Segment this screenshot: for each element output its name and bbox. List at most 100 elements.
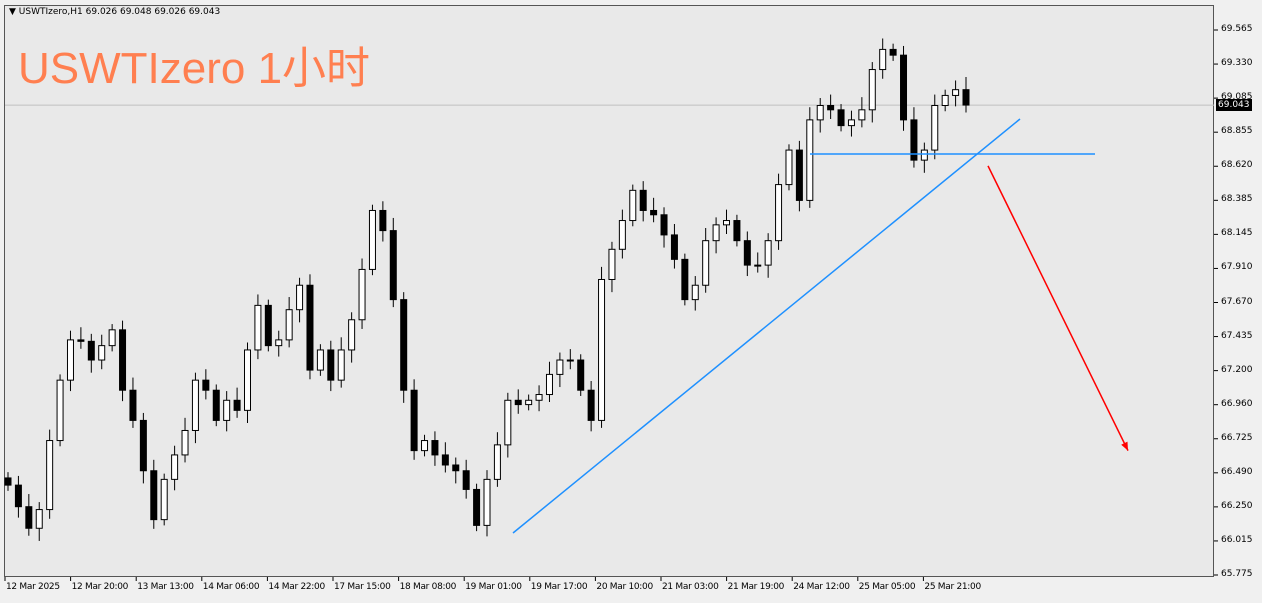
candle-body — [327, 349, 335, 381]
candle-body — [525, 399, 533, 406]
candle-body — [723, 220, 730, 226]
candle-body — [775, 184, 783, 242]
price-tick-label: 67.200 — [1221, 364, 1253, 375]
candle-body — [691, 284, 699, 301]
price-tick-label: 69.330 — [1221, 58, 1253, 69]
candle-body — [348, 319, 356, 351]
price-tick-label: 67.910 — [1221, 262, 1253, 273]
candle-body — [244, 349, 251, 411]
candle-body — [4, 477, 12, 486]
price-tick-label: 68.620 — [1221, 160, 1253, 171]
candle-body — [171, 454, 179, 480]
candle-body — [223, 399, 231, 421]
price-tick-label: 66.250 — [1221, 500, 1253, 511]
candle-body — [754, 264, 762, 267]
dropdown-triangle-icon[interactable]: ▼ — [9, 7, 19, 17]
candle-body — [952, 89, 960, 96]
candle-body — [306, 284, 314, 371]
candle-body — [660, 214, 668, 236]
candle-body — [473, 488, 481, 526]
candle-body — [858, 109, 866, 121]
price-tick-label: 65.775 — [1221, 569, 1253, 579]
candle-body — [545, 373, 553, 396]
candle-body — [483, 478, 491, 526]
candle-body — [577, 359, 585, 391]
price-tick-label: 66.960 — [1221, 398, 1253, 409]
candle-body — [87, 340, 95, 361]
candle-body — [25, 506, 33, 529]
candle-body — [900, 54, 908, 121]
candle-body — [827, 104, 835, 111]
time-tick-label: 25 Mar 21:00 — [924, 582, 981, 592]
candle-body — [566, 359, 574, 362]
candle-body — [139, 419, 147, 472]
candle-body — [421, 440, 429, 452]
time-tick-label: 25 Mar 05:00 — [858, 582, 916, 592]
candle-body — [452, 464, 460, 472]
time-tick-label: 24 Mar 12:00 — [793, 582, 850, 592]
candle-body — [941, 94, 949, 106]
candle-body — [66, 339, 74, 381]
time-tick-label: 20 Mar 10:00 — [596, 582, 653, 592]
price-tick-label: 66.015 — [1221, 534, 1253, 545]
price-tick-label: 67.435 — [1221, 330, 1253, 341]
symbol-info: ▼ USWTIzero,H1 69.026 69.048 69.026 69.0… — [9, 7, 221, 17]
candle-body — [77, 339, 85, 342]
candle-body — [785, 149, 793, 186]
price-tick-label: 66.490 — [1221, 466, 1253, 477]
candle-body — [702, 240, 710, 286]
time-tick-label: 14 Mar 22:00 — [268, 582, 325, 592]
time-tick-label: 18 Mar 08:00 — [399, 582, 457, 592]
chart-area[interactable] — [4, 5, 1214, 577]
arrow-head-icon — [1121, 441, 1128, 451]
candle-body — [389, 230, 397, 301]
price-tick-label: 69.565 — [1221, 24, 1253, 34]
candle-body — [254, 304, 262, 351]
candle-body — [535, 394, 543, 401]
candle-body — [556, 359, 564, 375]
candle-body — [837, 109, 845, 127]
price-tick-label: 68.855 — [1221, 126, 1253, 137]
candle-body — [35, 509, 43, 529]
time-tick-label: 12 Mar 2025 — [6, 582, 60, 592]
candle-body — [462, 470, 470, 490]
candle-body — [650, 209, 658, 216]
candle-body — [160, 478, 168, 521]
bid-price-label: 69.043 — [1216, 99, 1252, 111]
candle-body — [98, 345, 106, 361]
candle-body — [202, 379, 210, 391]
time-tick-label: 13 Mar 13:00 — [137, 582, 194, 592]
candle-body — [296, 284, 304, 311]
candle-body — [504, 399, 512, 446]
price-tick-label: 68.145 — [1221, 228, 1253, 239]
candle-body — [233, 399, 241, 411]
candle-body — [431, 440, 439, 456]
candle-body — [618, 220, 626, 250]
candle-body — [889, 48, 897, 56]
candle-body — [598, 278, 606, 421]
candle-body — [275, 339, 283, 347]
candle-body — [764, 240, 772, 266]
candle-body — [410, 389, 418, 452]
trendline — [512, 118, 1021, 534]
candle-body — [931, 104, 939, 151]
price-tick-label: 69.085 — [1221, 92, 1253, 103]
time-tick-label: 14 Mar 06:00 — [202, 582, 260, 592]
candle-body — [358, 268, 366, 321]
candle-body — [712, 224, 720, 242]
candle-body — [119, 329, 127, 391]
time-tick-label: 12 Mar 20:00 — [71, 582, 129, 592]
candle-body — [264, 304, 272, 347]
candle-body — [514, 399, 522, 406]
candle-body — [920, 149, 928, 161]
candle-body — [608, 248, 616, 280]
candle-body — [681, 258, 689, 301]
price-tick-label: 67.670 — [1221, 296, 1253, 307]
candle-body — [847, 119, 855, 127]
candle-body — [191, 379, 199, 431]
time-tick-label: 21 Mar 03:00 — [662, 582, 719, 592]
candle-body — [181, 429, 189, 456]
time-tick-label: 19 Mar 01:00 — [465, 582, 522, 592]
price-tick-label: 66.725 — [1221, 432, 1253, 443]
candle-body — [795, 149, 803, 201]
